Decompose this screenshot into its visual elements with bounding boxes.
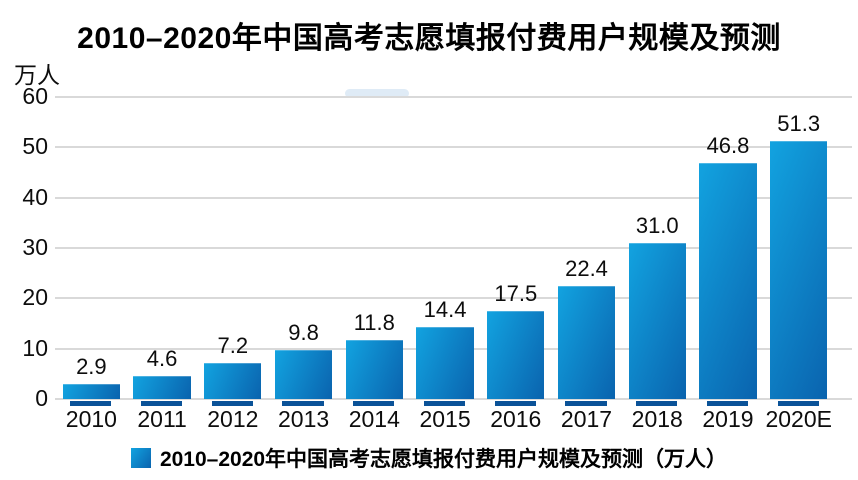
bar-column: 46.8 (693, 97, 764, 406)
bar-value-label: 31.0 (635, 212, 679, 238)
bar (62, 384, 120, 406)
x-tick-label: 2015 (419, 406, 471, 432)
bar (274, 349, 333, 407)
bar-column: 31.0 (622, 97, 693, 407)
bar-column: 14.4 (410, 97, 481, 407)
gridline (55, 196, 852, 199)
bar (699, 163, 757, 406)
x-axis-labels: 2010 2011 2012 2013 2014 2015 2016 2017 2018 2019… (56, 399, 834, 433)
legend-swatch (130, 448, 151, 468)
gridline (55, 146, 852, 149)
bar (345, 339, 403, 407)
y-tick-label: 30 (22, 234, 48, 260)
y-axis-unit-label: 万人 (14, 62, 60, 88)
x-tick-label: 2011 (137, 406, 187, 432)
y-tick-label: 40 (22, 183, 48, 210)
bar-value-label: 46.8 (706, 133, 750, 159)
gridline (55, 297, 852, 300)
bar-value-label: 14.4 (423, 296, 467, 322)
bar-value-label: 11.8 (353, 309, 395, 335)
bar (133, 375, 191, 407)
y-tick-label: 10 (22, 334, 48, 361)
x-tick-label: 2020E (765, 406, 832, 432)
gridline (55, 247, 852, 249)
bar-column: 17.5 (480, 97, 551, 407)
x-tick-label: 2017 (560, 406, 613, 432)
x-tick-label: 2014 (348, 406, 400, 432)
x-tick-label: 2013 (277, 406, 330, 432)
bar-value-label: 7.2 (217, 332, 249, 358)
y-tick-label: 20 (22, 284, 48, 311)
gridline (55, 96, 852, 98)
bar-column: 9.8 (268, 97, 339, 407)
bar-column: 4.6 (127, 97, 198, 407)
x-tick-label: 2019 (702, 406, 754, 432)
x-tick-label: 2018 (631, 406, 683, 432)
bar-value-label: 22.4 (565, 256, 608, 282)
bar (416, 326, 474, 407)
y-tick-label: 60 (22, 83, 48, 109)
bar-chart: 0 10 20 30 40 50 60 2.9 4.6 7.2 9.8 11.8 14.4 17.5 22… (0, 85, 858, 432)
x-tick-label: 2010 (65, 406, 117, 432)
bar-column: 11.8 (339, 97, 410, 407)
bar (204, 362, 262, 407)
bar-column: 2.9 (56, 97, 127, 406)
y-tick-label: 0 (35, 385, 48, 411)
bar-value-label: 51.3 (777, 110, 821, 136)
bar-value-label: 4.6 (146, 345, 178, 371)
bar (628, 242, 686, 407)
gridline (55, 398, 852, 400)
bar (487, 310, 545, 407)
bar (770, 140, 828, 407)
bar (557, 286, 616, 406)
bars-container: 2.9 4.6 7.2 9.8 11.8 14.4 17.5 22.4 31.0 46.8 51.3 (56, 97, 834, 407)
legend: 2010–2020年中国高考志愿填报付费用户规模及预测（万人） (0, 443, 858, 473)
bar-column: 7.2 (197, 97, 268, 407)
bar-column: 51.3 (763, 97, 834, 407)
y-tick-label: 50 (22, 133, 48, 160)
page-title: 2010–2020年中国高考志愿填报付费用户规模及预测 (77, 22, 781, 55)
x-tick-label: 2016 (490, 406, 542, 432)
bar-value-label: 17.5 (494, 280, 538, 306)
bar-value-label: 2.9 (76, 354, 107, 380)
bar-value-label: 9.8 (288, 319, 319, 345)
legend-label: 2010–2020年中国高考志愿填报付费用户规模及预测（万人） (159, 448, 728, 471)
y-axis-labels: 0 10 20 30 40 50 60 (0, 85, 48, 410)
x-tick-label: 2012 (207, 406, 259, 432)
artifact-smudge (345, 89, 409, 98)
bar-column: 22.4 (551, 97, 622, 406)
